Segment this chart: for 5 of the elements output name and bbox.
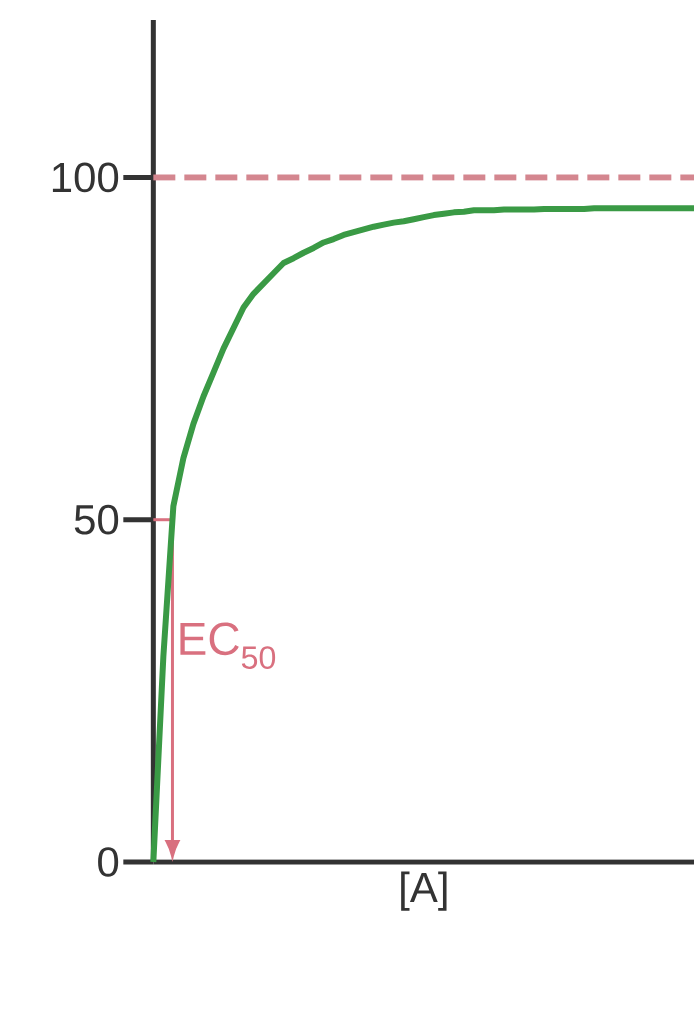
- y-tick-label: 100: [52, 162, 118, 193]
- annotation: EC$_{50}$: [180, 622, 275, 669]
- x-axis-title: [A]: [401, 871, 447, 911]
- y-tick-label: 50: [74, 504, 118, 535]
- y-tick-label: 0: [97, 847, 118, 877]
